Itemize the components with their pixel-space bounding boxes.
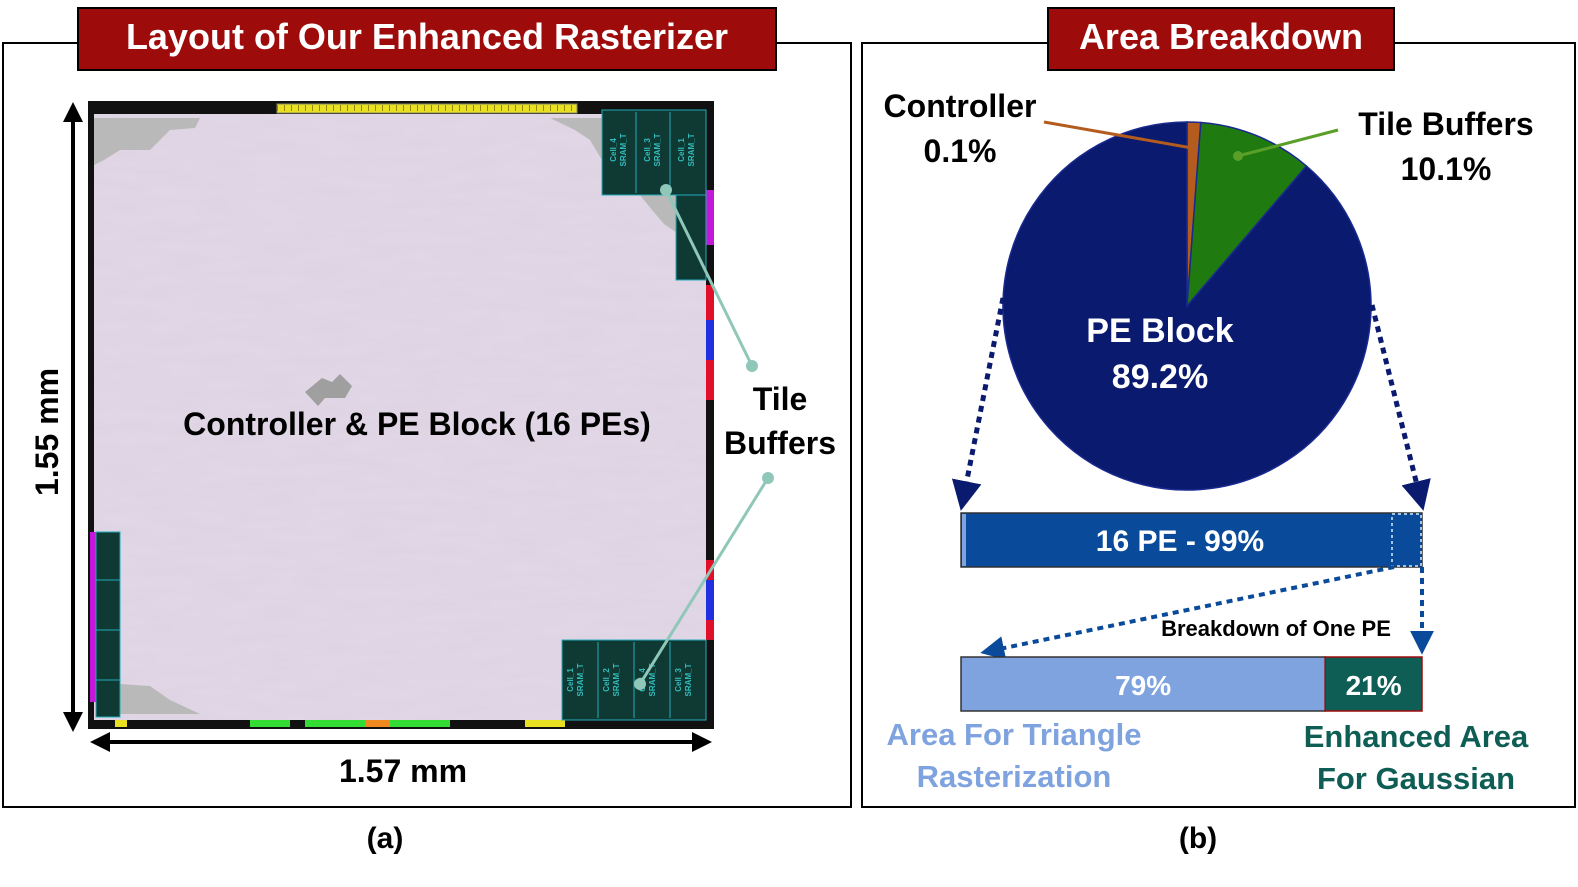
pins-right-magenta	[706, 190, 714, 245]
pe-bar-single-pe-highlight	[1391, 513, 1422, 567]
tile-buffers-leader-dot	[1233, 151, 1243, 161]
controller-leader	[1043, 120, 1193, 150]
sram-macro	[675, 194, 707, 281]
tile-leader-dot	[660, 184, 672, 196]
sram-cell-label: Cell_1	[566, 668, 575, 692]
sram-cell-label: SRAM_T	[684, 663, 693, 696]
pie-slice-pe-block	[1002, 121, 1372, 491]
pe-bar-frame	[960, 512, 1423, 568]
tile-leader-dot	[762, 472, 774, 484]
sram-cell-label: SRAM_T	[653, 133, 662, 166]
pe-bar-other-segment	[962, 514, 966, 566]
pins-bottom-yellow	[525, 720, 565, 727]
one-pe-caption: Breakdown of One PE	[1161, 616, 1391, 641]
sram-cell-label: Cell_1	[677, 138, 686, 162]
pins-bottom-green-3	[390, 720, 450, 727]
sram-cell-label: SRAM_T	[687, 133, 696, 166]
pins-bottom-orange	[365, 720, 390, 727]
sram-bottom-left	[95, 531, 121, 718]
panel-b-caption: (b)	[1179, 822, 1217, 855]
pie-slice-tile-buffers	[1186, 121, 1308, 309]
grey-patch-right	[640, 195, 676, 232]
tile-leader-bottom	[638, 477, 770, 685]
sram-cell-label: SRAM_T	[619, 133, 628, 166]
zoom-arrow-pe-left	[980, 565, 1395, 660]
height-label: 1.55 mm	[29, 368, 65, 496]
panel-a: Layout of Our Enhanced Rasterizer	[2, 7, 852, 855]
panel-a-title: Layout of Our Enhanced Rasterizer	[126, 16, 728, 57]
tile-leader-dot	[746, 360, 758, 372]
tile-buffers-label-line1: Tile	[753, 381, 808, 417]
sram-macro	[95, 531, 121, 718]
pe-bar-label: 16 PE - 99%	[1096, 525, 1264, 558]
zoom-arrow-right	[1369, 304, 1431, 511]
zoom-arrow-left	[951, 297, 1006, 511]
pie-label-tile-buffers: Tile Buffers	[1358, 106, 1533, 142]
pins-bottom-green-2	[305, 720, 365, 727]
pins-bottom-green-1	[250, 720, 290, 727]
io-strip-top	[276, 103, 578, 114]
sram-cell-label: SRAM_T	[576, 663, 585, 696]
sram-cell-label: Cell_2	[602, 668, 611, 692]
tri-area-label-line1: Area For Triangle	[887, 717, 1142, 752]
one-pe-bar	[960, 656, 1423, 712]
die-label: Controller & PE Block (16 PEs)	[183, 406, 651, 442]
grey-patch-center	[305, 374, 352, 406]
panel-b-title: Area Breakdown	[1079, 16, 1363, 57]
gauss-area-label-line1: Enhanced Area	[1304, 719, 1529, 754]
die-texture	[94, 114, 706, 720]
panel-a-title-box	[77, 7, 777, 71]
grey-patch-top	[94, 118, 200, 165]
controller-leader-dot	[1188, 144, 1196, 152]
panel-b: Area Breakdown Controller 0.1% Tile Buff…	[861, 7, 1576, 855]
tile-buffers-label-line2: Buffers	[724, 425, 836, 461]
sram-cell-label: SRAM_T	[612, 663, 621, 696]
sram-cell-label: Cell_3	[674, 668, 683, 692]
panel-b-title-box	[1047, 7, 1395, 71]
pins-bottom-yellow-2	[115, 720, 127, 727]
sram-cell-label: SRAM_T	[648, 663, 657, 696]
pie-value-controller: 0.1%	[924, 133, 997, 169]
grey-patch-bottom	[120, 684, 200, 714]
width-label: 1.57 mm	[339, 753, 467, 789]
sram-top-right: Cell_4 SRAM_T Cell_3 SRAM_T Cell_1 SRAM_…	[601, 109, 707, 281]
pie-label-pe-block: PE Block	[1086, 312, 1233, 350]
sram-cell-label: Cell_4	[609, 138, 618, 162]
grey-patch-top-right	[550, 118, 602, 160]
sram-macro	[601, 109, 707, 196]
panel-a-caption: (a)	[367, 822, 404, 855]
one-pe-bar-triangle-segment	[960, 656, 1326, 712]
area-pie	[1002, 121, 1372, 491]
gauss-pct-label: 21%	[1346, 670, 1402, 701]
pe-bar	[960, 512, 1423, 568]
pie-label-controller: Controller	[884, 88, 1037, 124]
gauss-area-label-line2: For Gaussian	[1317, 761, 1515, 796]
one-pe-bar-gaussian-segment	[1324, 656, 1423, 712]
pins-right-blue	[706, 320, 714, 360]
pins-right-blue-2	[706, 580, 714, 620]
tri-pct-label: 79%	[1115, 670, 1171, 701]
tile-leader-top	[664, 189, 754, 367]
sram-bottom-right: Cell_1 SRAM_T Cell_2 SRAM_T Cell_4 SRAM_…	[561, 639, 707, 721]
pie-value-tile-buffers: 10.1%	[1401, 151, 1492, 187]
tile-buffers-leader	[1237, 128, 1339, 158]
tri-area-label-line2: Rasterization	[917, 759, 1112, 794]
tile-leader-dot	[634, 678, 646, 690]
pins-left-magenta	[90, 532, 98, 702]
sram-cell-label: Cell_3	[643, 138, 652, 162]
pie-value-pe-block: 89.2%	[1112, 358, 1208, 396]
